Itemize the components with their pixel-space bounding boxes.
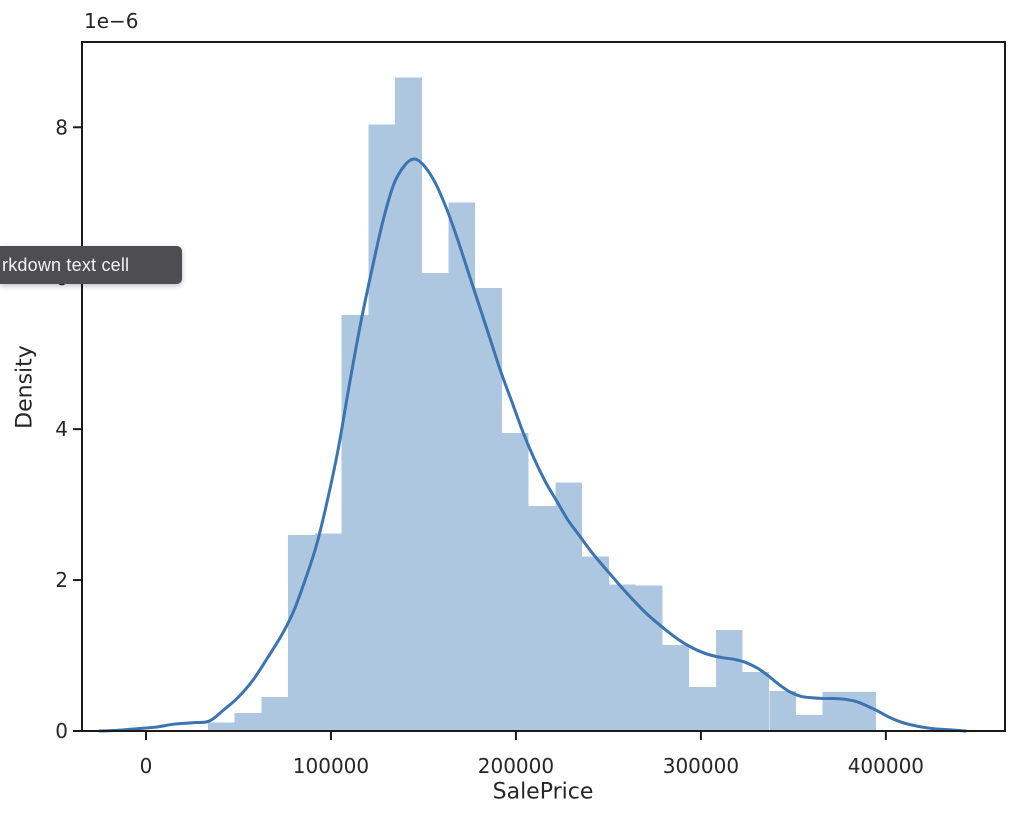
histogram-bar [341, 315, 369, 731]
x-tick-label: 400000 [848, 754, 924, 778]
x-tick-label: 100000 [293, 754, 369, 778]
histogram-bar [395, 77, 422, 731]
histogram-bar [208, 722, 235, 731]
y-tick-label: 0 [55, 719, 68, 743]
histogram-bar [234, 712, 262, 731]
histogram-bar [662, 645, 689, 731]
histogram-bar [608, 584, 636, 731]
histogram-bar [421, 272, 449, 731]
y-tick-label: 4 [55, 417, 68, 441]
histogram-bar [368, 124, 395, 732]
y-axis-label: Density [12, 345, 38, 429]
histogram-bar [849, 691, 877, 731]
x-tick-label: 300000 [663, 754, 739, 778]
histogram-bar [261, 697, 289, 731]
histogram-bar [715, 629, 743, 731]
x-tick-label: 200000 [478, 754, 554, 778]
histogram-bar [475, 288, 502, 731]
axes-box [81, 41, 1006, 732]
x-tick-label: 0 [140, 754, 153, 778]
x-axis-label: SalePrice [492, 779, 594, 805]
histogram-bar [528, 506, 556, 731]
markdown-cell-tooltip: rkdown text cell [0, 246, 182, 284]
histogram-bar [555, 482, 583, 731]
y-tick-label: 8 [55, 115, 68, 139]
kde-curve [98, 157, 967, 733]
histogram-bar [582, 556, 609, 731]
y-tick-label: 2 [55, 568, 68, 592]
histogram-bar [769, 691, 796, 731]
histogram-bar [689, 687, 716, 731]
histogram-bar [742, 672, 770, 731]
histogram-bar [502, 432, 529, 731]
histogram-bar [314, 533, 342, 731]
histogram-bar [448, 202, 476, 731]
y-axis-offset-label: 1e−6 [84, 9, 139, 33]
histogram-bar [635, 585, 663, 731]
histogram-bar [796, 715, 823, 731]
